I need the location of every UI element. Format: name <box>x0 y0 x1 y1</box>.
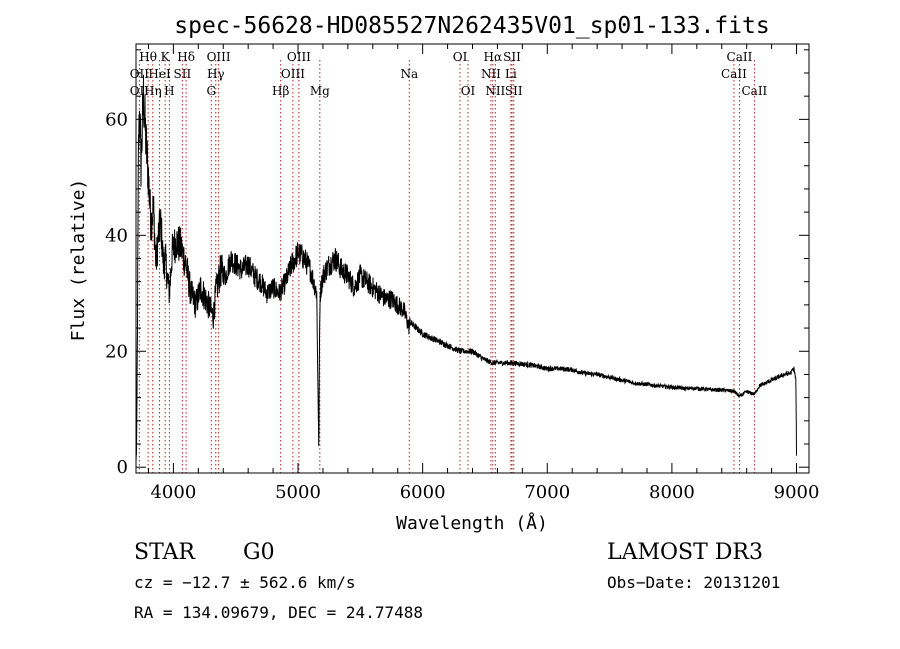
spectral-line-label: CaII <box>741 84 767 98</box>
spectral-line-label: Na <box>400 67 418 81</box>
x-tick-label: 5000 <box>275 482 321 503</box>
x-axis-label: Wavelength (Å) <box>396 512 548 534</box>
spectral-line-label: NII <box>485 84 505 98</box>
spectral-line-label: Mg <box>310 84 330 98</box>
spectrum-line <box>135 74 797 462</box>
x-tick-label: 9000 <box>774 482 820 503</box>
subclass: G0 <box>243 540 275 565</box>
observation-date: Obs−Date: 20131201 <box>607 573 781 592</box>
x-tick-label: 4000 <box>150 482 196 503</box>
spectral-line-label: OIII <box>287 50 311 64</box>
x-tick-label: 6000 <box>400 482 446 503</box>
x-tick-label: 7000 <box>524 482 570 503</box>
spectral-line-label: H <box>164 84 174 98</box>
survey-name: LAMOST DR3 <box>607 540 763 565</box>
spectral-line-label: SII <box>505 84 523 98</box>
object-class: STAR <box>134 540 195 565</box>
line-marker-group <box>138 60 755 473</box>
spectral-line-label: Hθ <box>139 50 157 64</box>
spectral-line-label: Hη <box>144 84 162 98</box>
spectral-line-label: OI <box>461 84 476 98</box>
y-tick-label: 20 <box>105 341 128 362</box>
spectral-line-label: HeI <box>148 67 171 81</box>
spectral-line-label: CaII <box>727 50 753 64</box>
spectral-line-label: SII <box>174 67 192 81</box>
sky-coordinates: RA = 134.09679, DEC = 24.77488 <box>134 603 423 622</box>
spectral-line-label: OI <box>453 50 468 64</box>
spectral-line-label: Hβ <box>272 84 289 98</box>
spectral-line-label: OII <box>130 67 150 81</box>
spectral-line-label: OII <box>130 84 150 98</box>
redshift-cz: cz = −12.7 ± 562.6 km/s <box>134 573 356 592</box>
spectral-line-label: NII <box>481 67 501 81</box>
spectral-line-label: OIII <box>207 50 231 64</box>
x-axis-ticks: 4000 5000 6000 7000 8000 9000 <box>147 44 820 503</box>
spectral-line-label: G <box>206 84 216 98</box>
chart-title: spec-56628-HD085527N262435V01_sp01-133.f… <box>174 13 769 39</box>
y-tick-label: 40 <box>105 225 128 246</box>
spectral-line-label: K <box>161 50 171 64</box>
spectral-line-label: Hα <box>484 50 503 64</box>
y-tick-label: 60 <box>105 109 128 130</box>
spectral-line-label: Li <box>505 67 517 81</box>
spectrum-chart: spec-56628-HD085527N262435V01_sp01-133.f… <box>68 13 820 534</box>
spectral-line-label: CaII <box>721 67 747 81</box>
y-axis-label: Flux (relative) <box>68 179 89 342</box>
spectral-line-label: Hδ <box>177 50 195 64</box>
x-tick-label: 8000 <box>649 482 695 503</box>
spectral-line-label: Hγ <box>207 67 225 81</box>
spectral-line-label: OIII <box>281 67 305 81</box>
y-axis-ticks: 0 20 40 60 <box>105 49 809 478</box>
y-tick-label: 0 <box>117 457 128 478</box>
spectral-line-label: SII <box>503 50 521 64</box>
